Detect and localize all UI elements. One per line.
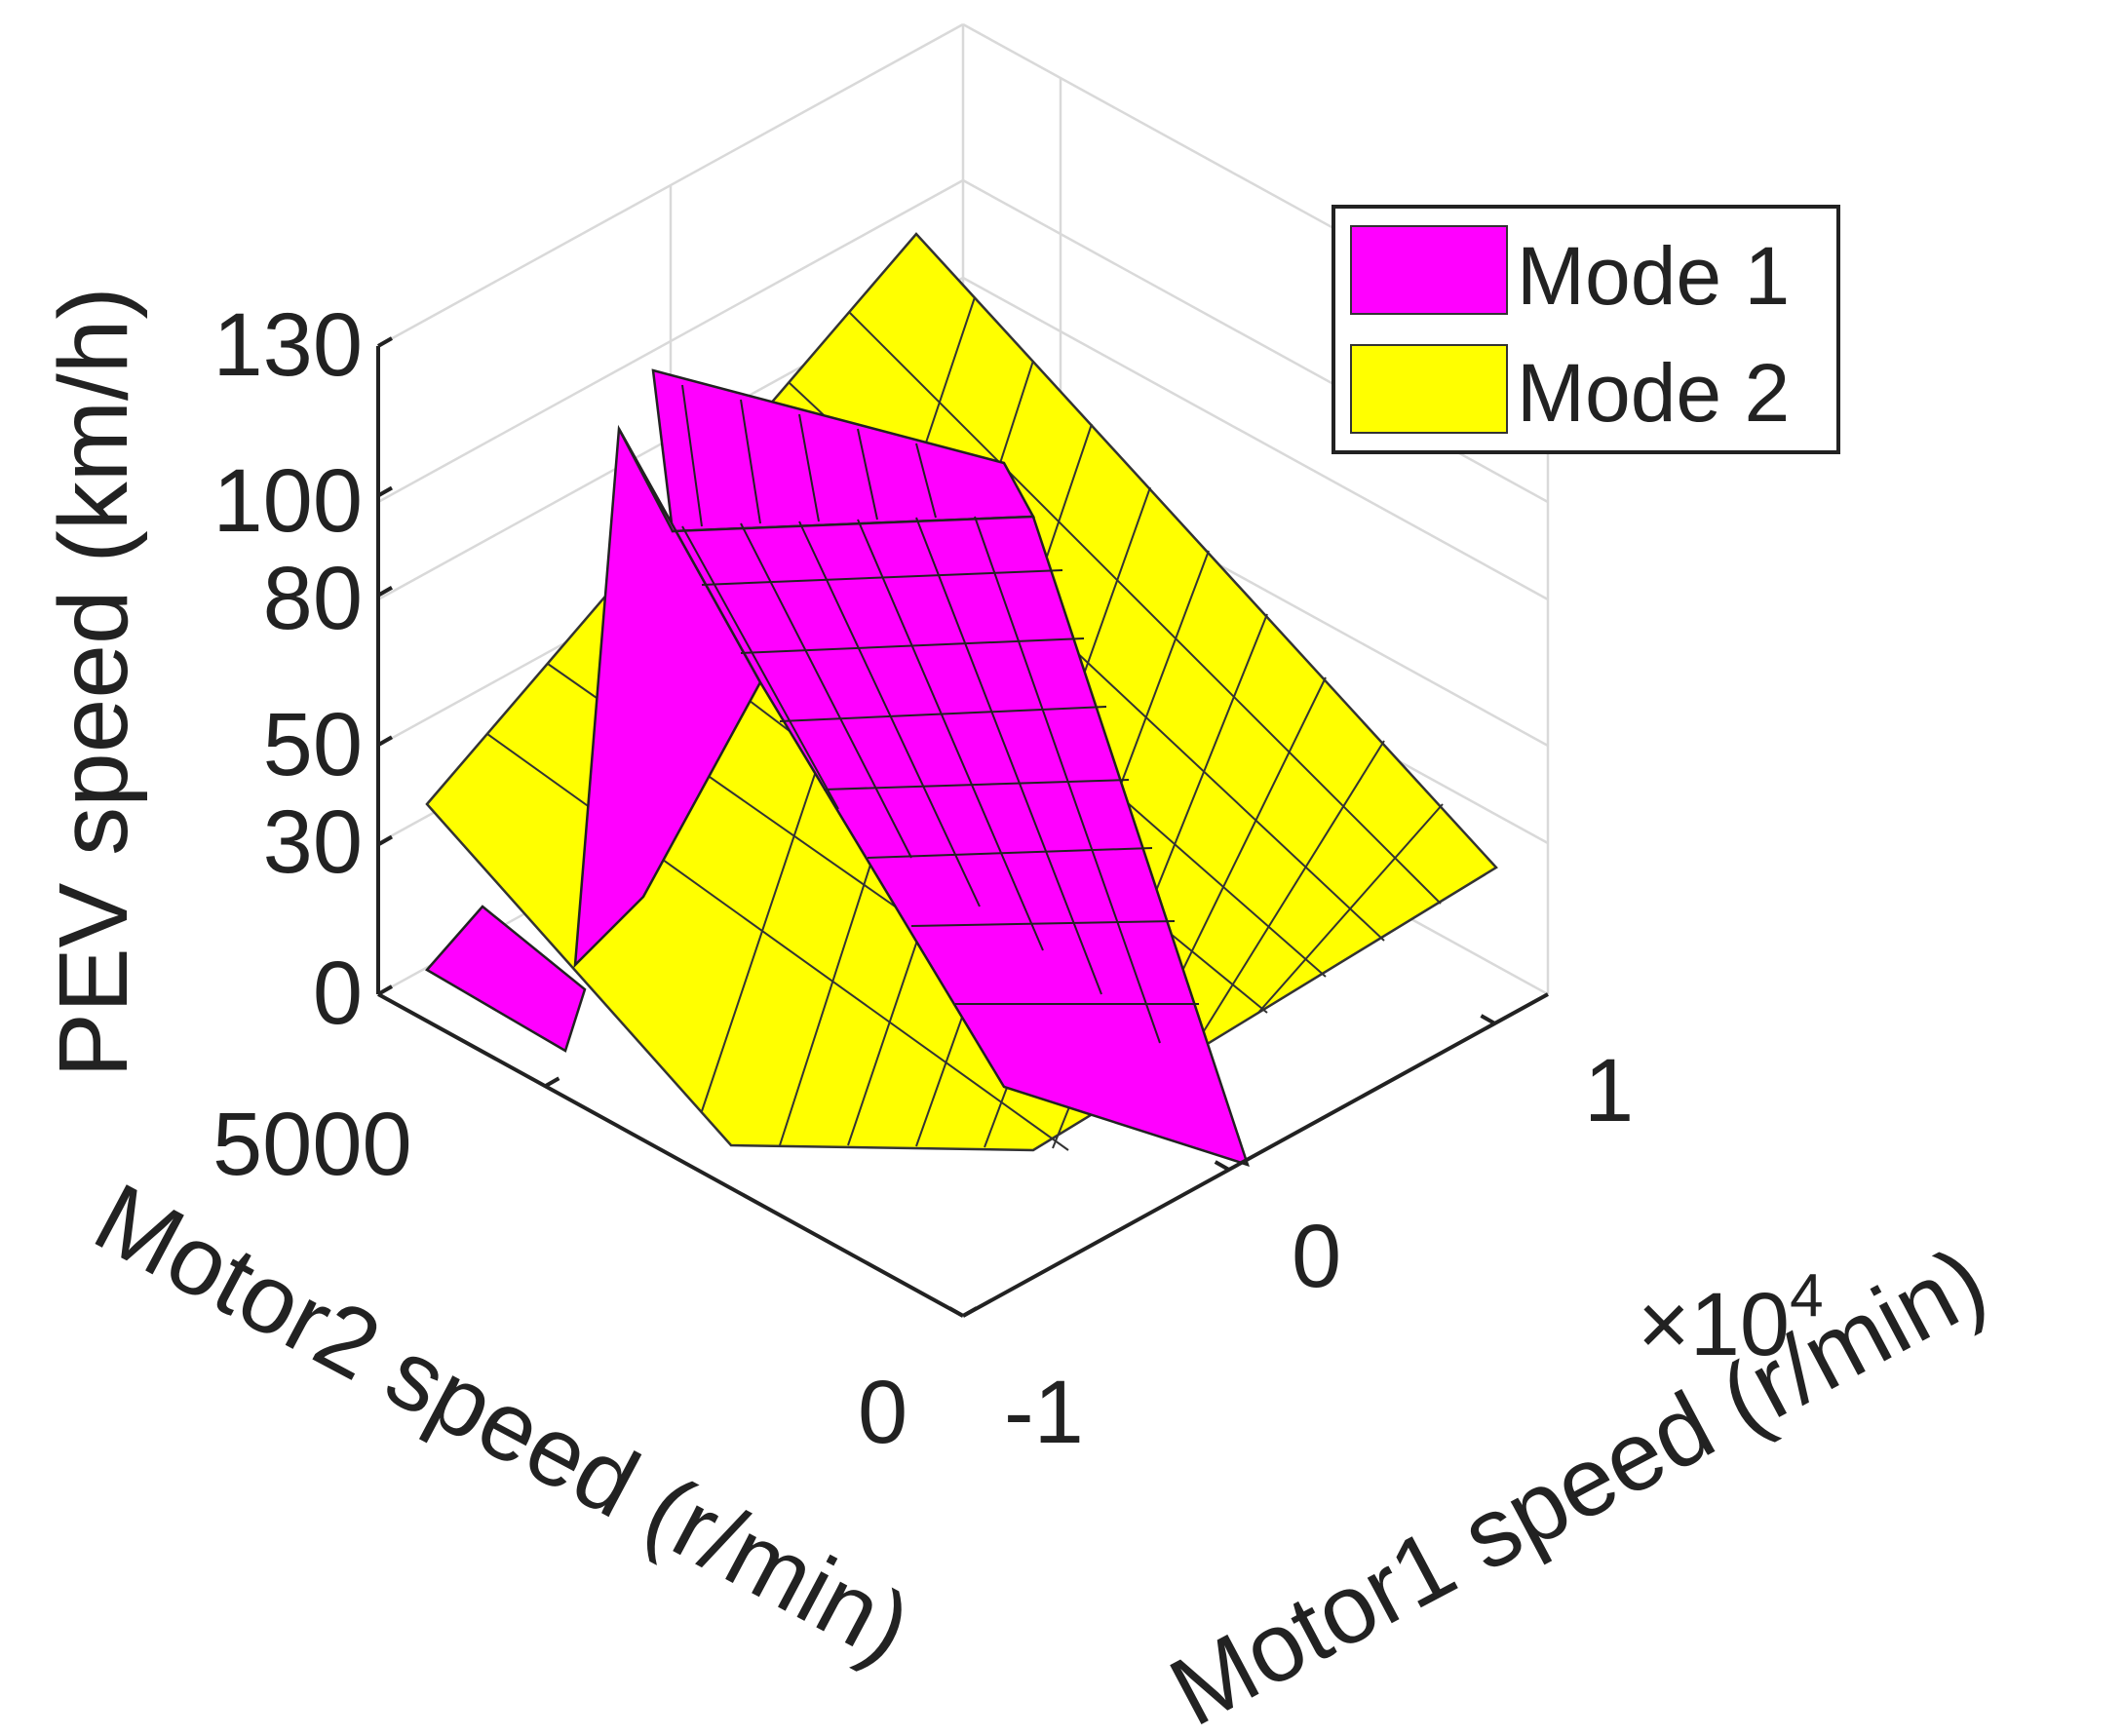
y-tick bbox=[962, 1306, 978, 1318]
axes bbox=[376, 346, 1549, 1318]
z-tick bbox=[377, 735, 393, 747]
y-tick bbox=[544, 1076, 560, 1089]
z-tick-label: 80 bbox=[263, 549, 363, 648]
mesh-line bbox=[915, 443, 937, 519]
mesh-line bbox=[798, 413, 820, 522]
mesh-line bbox=[740, 399, 761, 524]
z-tick bbox=[377, 834, 393, 847]
z-tick-label: 0 bbox=[313, 944, 363, 1043]
mesh-line bbox=[798, 521, 981, 907]
x-tick bbox=[948, 1306, 964, 1318]
mesh-line bbox=[915, 517, 1102, 995]
mesh-line bbox=[849, 312, 1442, 905]
mesh-line bbox=[974, 516, 1161, 1044]
mode1-left-wing bbox=[425, 905, 587, 1053]
tick-marks bbox=[377, 336, 1496, 1318]
z-tick bbox=[377, 485, 393, 498]
mesh-line bbox=[681, 384, 703, 527]
mesh-line bbox=[857, 428, 878, 521]
z-tick-label: 30 bbox=[263, 792, 363, 892]
mesh-line bbox=[740, 522, 912, 859]
mesh-line bbox=[857, 519, 1044, 951]
y-tick-label: 5000 bbox=[212, 1095, 412, 1194]
x-tick-label: 1 bbox=[1584, 1041, 1634, 1140]
z-tick-label: 130 bbox=[213, 295, 364, 395]
x-multiplier: ×104 bbox=[1638, 1262, 1824, 1374]
mesh-line bbox=[1188, 740, 1385, 1056]
mesh-line bbox=[486, 733, 1069, 1151]
mesh-line bbox=[867, 847, 1153, 859]
mode1-surface bbox=[425, 368, 1250, 1167]
z-tick-label: 100 bbox=[213, 451, 364, 551]
x-axis-label: Motor1 speed (r/min) bbox=[1153, 1226, 2003, 1736]
legend-swatch-mode1 bbox=[1350, 225, 1508, 315]
z-tick bbox=[377, 586, 393, 598]
mesh-line bbox=[779, 706, 1107, 722]
y-axis-line bbox=[377, 992, 964, 1318]
svg-text:×104: ×104 bbox=[1638, 1262, 1824, 1374]
mesh-line bbox=[823, 779, 1130, 791]
x-tick-label: 0 bbox=[1292, 1207, 1341, 1306]
legend-label-mode1: Mode 1 bbox=[1517, 230, 1790, 322]
mesh-line bbox=[910, 920, 1176, 927]
mesh-line bbox=[701, 569, 1063, 586]
x-tick bbox=[1480, 1014, 1496, 1025]
z-tick bbox=[377, 984, 393, 996]
mesh-line bbox=[740, 637, 1085, 654]
z-tick-label: 50 bbox=[263, 695, 363, 794]
mesh-line bbox=[681, 525, 839, 810]
mode1-ridge-face bbox=[617, 428, 1250, 1167]
x-tick bbox=[1214, 1160, 1230, 1172]
z-tick bbox=[377, 336, 393, 348]
y-axis-label: Motor2 speed (r/min) bbox=[78, 1163, 928, 1684]
mesh-line bbox=[1256, 803, 1444, 1015]
mode1-mesh bbox=[681, 384, 1199, 1044]
x-tick-label: -1 bbox=[1004, 1363, 1084, 1462]
legend-label-mode2: Mode 2 bbox=[1517, 347, 1790, 439]
legend: Mode 1 Mode 2 bbox=[1332, 205, 1840, 454]
z-axis-label: PEV speed (km/h) bbox=[39, 287, 148, 1077]
x-axis-line bbox=[962, 992, 1549, 1318]
z-tick-labels: 0 30 50 80 100 130 bbox=[213, 295, 364, 1043]
y-tick-label: 0 bbox=[858, 1363, 907, 1462]
legend-swatch-mode2 bbox=[1350, 344, 1508, 434]
